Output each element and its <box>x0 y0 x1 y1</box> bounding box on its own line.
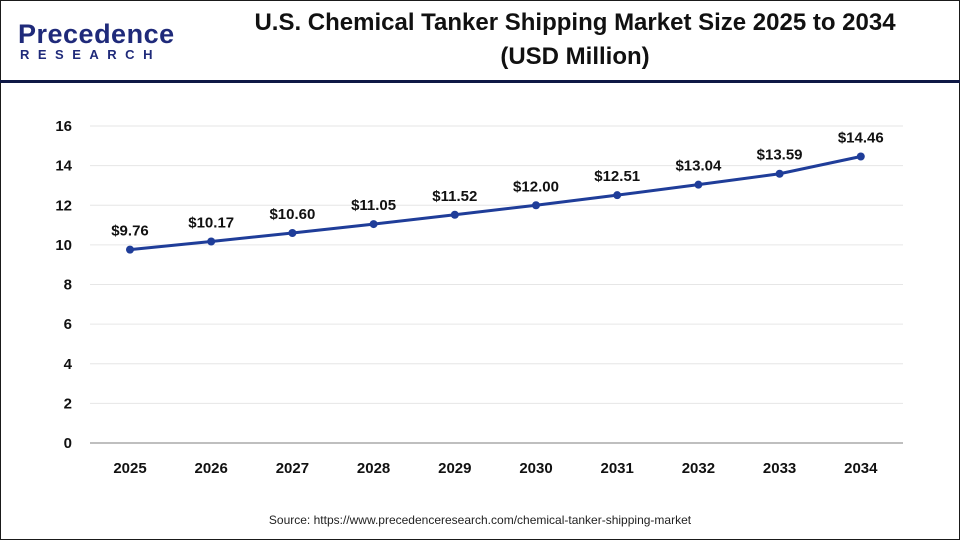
x-tick-label: 2033 <box>763 460 796 477</box>
data-point <box>288 228 297 237</box>
y-tick-label: 12 <box>55 197 72 214</box>
data-label: $11.05 <box>351 197 396 214</box>
data-point <box>694 180 703 189</box>
data-label: $12.00 <box>513 178 559 195</box>
data-label: $11.52 <box>432 188 477 205</box>
x-tick-label: 2026 <box>195 460 228 477</box>
title-line-2: (USD Million) <box>500 43 650 70</box>
y-tick-label: 0 <box>64 435 72 452</box>
series-line <box>129 155 862 252</box>
logo-sub-text: RESEARCH <box>20 47 161 62</box>
x-tick-label: 2034 <box>844 460 878 477</box>
x-tick-label: 2028 <box>357 460 390 477</box>
logo-main-text: Precedence <box>18 19 175 49</box>
data-label: $12.51 <box>594 168 640 185</box>
y-tick-label: 6 <box>64 316 72 333</box>
y-tick-label: 4 <box>64 356 73 373</box>
y-tick-label: 16 <box>55 118 72 135</box>
data-point <box>126 245 134 254</box>
x-tick-label: 2032 <box>682 460 715 477</box>
x-tick-label: 2027 <box>276 460 309 477</box>
data-point <box>532 201 540 210</box>
data-label: $13.59 <box>757 147 803 164</box>
chart-title: U.S. Chemical Tanker Shipping Market Siz… <box>215 6 935 74</box>
data-point <box>613 191 622 200</box>
data-label: $14.46 <box>838 130 884 147</box>
data-point <box>369 220 378 229</box>
logo: Precedence RESEARCH <box>18 20 175 62</box>
data-point <box>207 237 216 246</box>
data-label: $9.76 <box>111 223 149 240</box>
data-label: $10.17 <box>188 215 234 232</box>
data-label: $13.04 <box>675 158 722 175</box>
source-note: Source: https://www.precedenceresearch.c… <box>268 513 692 527</box>
x-tick-label: 2025 <box>113 460 146 477</box>
x-tick-label: 2030 <box>519 460 552 477</box>
data-point <box>450 210 459 219</box>
header: Precedence RESEARCH U.S. Chemical Tanker… <box>0 0 960 83</box>
y-tick-label: 8 <box>64 277 72 294</box>
x-tick-label: 2029 <box>438 460 471 477</box>
y-tick-label: 2 <box>64 395 72 412</box>
x-tick-label: 2031 <box>601 460 634 477</box>
title-line-1: U.S. Chemical Tanker Shipping Market Siz… <box>254 9 896 36</box>
data-point <box>856 152 865 161</box>
y-tick-label: 14 <box>55 158 72 175</box>
data-label: $10.60 <box>269 206 315 223</box>
data-point <box>775 169 784 178</box>
y-tick-label: 10 <box>55 237 72 254</box>
